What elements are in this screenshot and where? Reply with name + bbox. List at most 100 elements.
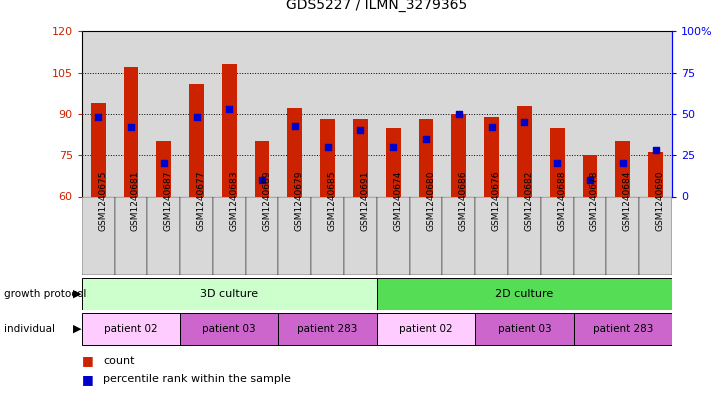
Point xyxy=(518,119,530,125)
Bar xyxy=(582,155,597,196)
Text: patient 03: patient 03 xyxy=(498,324,551,334)
Bar xyxy=(517,106,532,196)
Text: GSM1240686: GSM1240686 xyxy=(459,170,468,231)
Text: GSM1240688: GSM1240688 xyxy=(557,170,566,231)
Bar xyxy=(114,196,147,275)
Bar xyxy=(475,313,574,345)
Text: patient 03: patient 03 xyxy=(203,324,256,334)
Bar xyxy=(180,31,213,196)
Text: GSM1240680: GSM1240680 xyxy=(426,170,435,231)
Text: 2D culture: 2D culture xyxy=(496,289,553,299)
Bar xyxy=(246,196,279,275)
Text: ■: ■ xyxy=(82,373,94,386)
Point xyxy=(420,136,432,142)
Bar xyxy=(541,196,574,275)
Bar xyxy=(377,196,410,275)
Point xyxy=(387,144,399,150)
Bar xyxy=(82,313,180,345)
Bar xyxy=(442,196,475,275)
Point xyxy=(355,127,366,134)
Text: individual: individual xyxy=(4,324,55,334)
Text: GSM1240689: GSM1240689 xyxy=(262,170,271,231)
Point xyxy=(289,122,301,129)
Text: GSM1240681: GSM1240681 xyxy=(131,170,140,231)
Text: percentile rank within the sample: percentile rank within the sample xyxy=(103,374,291,384)
Text: GSM1240679: GSM1240679 xyxy=(295,170,304,231)
Bar xyxy=(410,31,442,196)
Point xyxy=(650,147,661,153)
Text: GSM1240691: GSM1240691 xyxy=(360,170,370,231)
Bar xyxy=(279,196,311,275)
Bar xyxy=(484,117,499,196)
Text: ■: ■ xyxy=(82,354,94,367)
Bar xyxy=(419,119,434,196)
Text: GSM1240687: GSM1240687 xyxy=(164,170,173,231)
Text: patient 283: patient 283 xyxy=(297,324,358,334)
Bar xyxy=(639,196,672,275)
Bar xyxy=(353,119,368,196)
Point xyxy=(584,177,596,183)
Bar xyxy=(508,196,541,275)
Bar xyxy=(377,278,672,310)
Point xyxy=(453,111,464,117)
Bar xyxy=(311,31,344,196)
Bar xyxy=(574,196,606,275)
Bar xyxy=(114,31,147,196)
Bar xyxy=(410,196,442,275)
Bar xyxy=(320,119,335,196)
Bar xyxy=(287,108,302,196)
Text: GSM1240684: GSM1240684 xyxy=(623,170,631,231)
Point xyxy=(552,160,563,167)
Bar xyxy=(615,141,630,196)
Bar xyxy=(180,313,279,345)
Bar xyxy=(344,31,377,196)
Bar xyxy=(442,31,475,196)
Bar xyxy=(213,196,246,275)
Bar xyxy=(189,84,204,196)
Bar xyxy=(377,313,475,345)
Bar xyxy=(180,196,213,275)
Text: GSM1240682: GSM1240682 xyxy=(524,170,533,231)
Text: patient 02: patient 02 xyxy=(104,324,158,334)
Text: GSM1240690: GSM1240690 xyxy=(656,170,665,231)
Bar xyxy=(550,128,565,196)
Text: ▶: ▶ xyxy=(73,324,81,334)
Point xyxy=(617,160,629,167)
Bar xyxy=(541,31,574,196)
Text: GSM1240678: GSM1240678 xyxy=(590,170,599,231)
Bar xyxy=(124,67,139,196)
Bar xyxy=(91,103,105,196)
Bar xyxy=(147,31,180,196)
Bar xyxy=(279,31,311,196)
Text: GSM1240683: GSM1240683 xyxy=(229,170,238,231)
Bar xyxy=(606,31,639,196)
Bar xyxy=(82,196,114,275)
Bar xyxy=(246,31,279,196)
Bar xyxy=(213,31,246,196)
Point xyxy=(322,144,333,150)
Bar xyxy=(82,278,377,310)
Bar xyxy=(386,128,400,196)
Bar xyxy=(279,313,377,345)
Bar xyxy=(82,31,114,196)
Bar xyxy=(311,196,344,275)
Point xyxy=(257,177,268,183)
Bar xyxy=(156,141,171,196)
Bar xyxy=(648,152,663,196)
Text: patient 02: patient 02 xyxy=(399,324,453,334)
Text: GSM1240676: GSM1240676 xyxy=(491,170,501,231)
Bar xyxy=(255,141,269,196)
Point xyxy=(191,114,202,120)
Bar xyxy=(508,31,541,196)
Bar xyxy=(147,196,180,275)
Bar xyxy=(377,31,410,196)
Text: patient 283: patient 283 xyxy=(592,324,653,334)
Text: GSM1240675: GSM1240675 xyxy=(98,170,107,231)
Bar xyxy=(639,31,672,196)
Text: GSM1240674: GSM1240674 xyxy=(393,170,402,231)
Bar xyxy=(574,313,672,345)
Text: growth protocol: growth protocol xyxy=(4,289,86,299)
Text: ▶: ▶ xyxy=(73,289,81,299)
Point xyxy=(486,124,497,130)
Text: count: count xyxy=(103,356,134,366)
